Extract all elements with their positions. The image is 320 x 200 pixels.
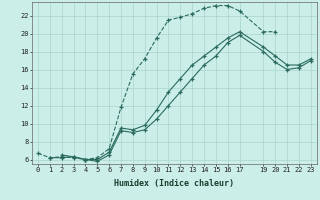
X-axis label: Humidex (Indice chaleur): Humidex (Indice chaleur)	[115, 179, 234, 188]
